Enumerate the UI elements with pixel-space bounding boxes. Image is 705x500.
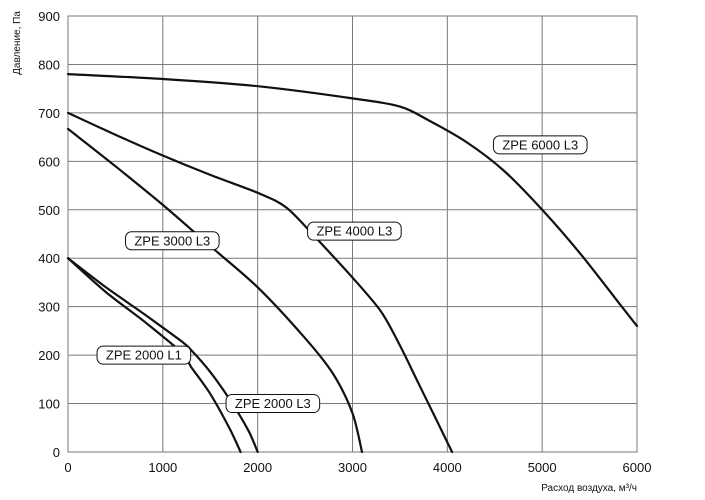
y-tick-label: 600 (38, 154, 60, 169)
x-axis-title: Расход воздуха, м³/ч (541, 483, 637, 494)
y-tick-label: 300 (38, 300, 60, 315)
x-tick-label: 3000 (338, 460, 367, 475)
curve-label-text: ZPE 6000 L3 (502, 137, 578, 152)
curve-label-zpe-3000-l3: ZPE 3000 L3 (125, 231, 220, 251)
tick-labels: 0 1000 2000 3000 4000 5000 6000 0 100 200 300 400 50… (38, 9, 651, 475)
curve-label-text: ZPE 2000 L1 (106, 348, 182, 363)
curve-labels: ZPE 2000 L1 ZPE 2000 L3 ZPE 3000 L3 ZPE 400… (96, 135, 588, 414)
series-line-zpe-3000-l3 (66, 127, 364, 454)
y-tick-label: 100 (38, 397, 60, 412)
plot-frame (67, 15, 638, 453)
y-tick-label: 900 (38, 9, 60, 24)
x-tick-label: 1000 (148, 460, 177, 475)
curve-label-text: ZPE 2000 L3 (235, 396, 311, 411)
curve-label-box (125, 231, 220, 251)
curve-label-box (492, 135, 588, 155)
y-tick-label: 0 (53, 445, 60, 460)
x-tick-label: 2000 (243, 460, 272, 475)
curve-label-box (225, 394, 321, 414)
curve-label-box (96, 345, 192, 365)
x-tick-label: 6000 (623, 460, 652, 475)
x-tick-label: 4000 (433, 460, 462, 475)
curve-label-box (307, 221, 402, 241)
y-axis-title: Давление, Па (12, 11, 23, 75)
curve-label-text: ZPE 4000 L3 (316, 224, 392, 239)
series-line-zpe-2000-l3 (66, 257, 259, 454)
y-tick-label: 700 (38, 106, 60, 121)
x-tick-label: 5000 (528, 460, 557, 475)
y-tick-label: 800 (38, 57, 60, 72)
y-tick-label: 200 (38, 348, 60, 363)
y-tick-label: 500 (38, 203, 60, 218)
curve-label-zpe-2000-l1: ZPE 2000 L1 (96, 345, 192, 365)
curve-label-text: ZPE 3000 L3 (134, 233, 210, 248)
y-tick-label: 400 (38, 251, 60, 266)
curve-label-zpe-2000-l3: ZPE 2000 L3 (225, 394, 321, 414)
curve-label-zpe-6000-l3: ZPE 6000 L3 (492, 135, 588, 155)
series-line-zpe-6000-l3 (66, 73, 639, 328)
curve-label-zpe-4000-l3: ZPE 4000 L3 (307, 221, 402, 241)
x-tick-label: 0 (64, 460, 71, 475)
